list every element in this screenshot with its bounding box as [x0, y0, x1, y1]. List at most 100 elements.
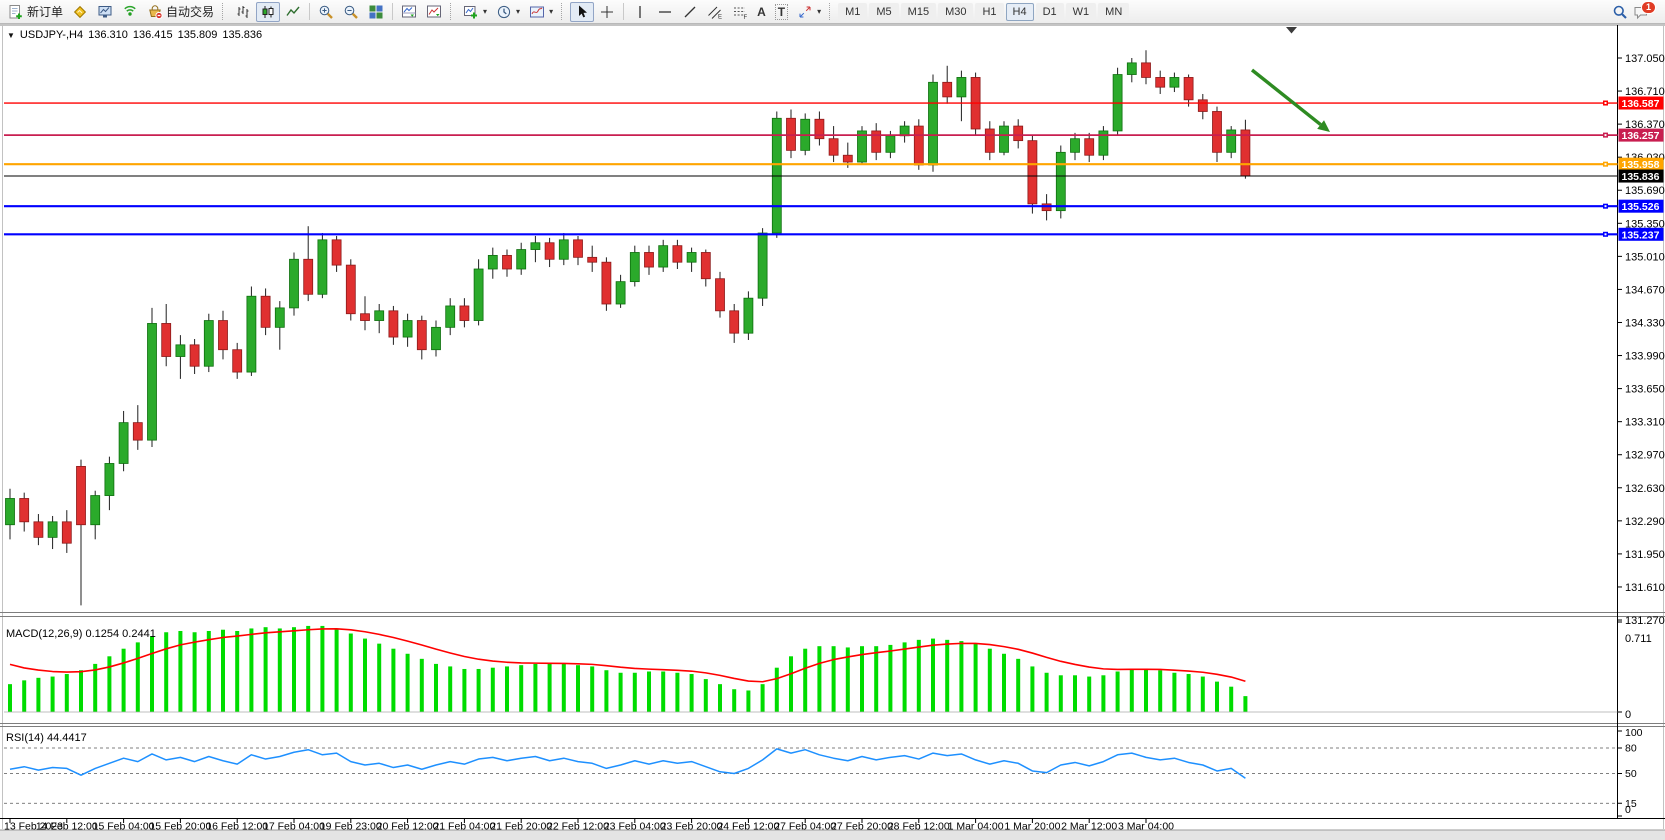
horizontal-line-tool-button[interactable]: [653, 2, 677, 22]
trendline-tool-button[interactable]: [678, 2, 702, 22]
svg-text:15 Feb 04:00: 15 Feb 04:00: [93, 821, 155, 833]
svg-text:15 Feb 20:00: 15 Feb 20:00: [149, 821, 211, 833]
terminal-button[interactable]: [93, 2, 117, 22]
svg-text:80: 80: [1625, 743, 1637, 755]
horizontal-line-135.958[interactable]: [4, 161, 1618, 167]
svg-text:136.710: 136.710: [1625, 86, 1665, 98]
svg-text:133.310: 133.310: [1625, 417, 1665, 429]
horizontal-line-icon: [657, 4, 673, 20]
trendline-icon: [682, 4, 698, 20]
svg-text:135.350: 135.350: [1625, 218, 1665, 230]
open-value: 136.310: [88, 29, 128, 41]
timeframe-H1-button[interactable]: H1: [975, 2, 1004, 21]
timeframe-group: M1 M5 M15 M30 H1 H4 D1 W1 MN: [838, 2, 1130, 21]
svg-text:132.630: 132.630: [1625, 483, 1665, 495]
main-toolbar: 新订单 自动交易: [0, 0, 1665, 24]
toolbar-grip: [222, 3, 227, 20]
svg-text:16 Feb 12:00: 16 Feb 12:00: [206, 821, 268, 833]
timeframe-M1-button[interactable]: M1: [838, 2, 868, 21]
toolbar-grip: [829, 3, 834, 20]
notification-badge: 1: [1640, 0, 1656, 14]
fibonacci-tool-button[interactable]: F: [728, 2, 752, 22]
search-button[interactable]: [1608, 2, 1632, 22]
low-value: 135.809: [177, 29, 218, 41]
bar-chart-icon: [235, 4, 251, 20]
collapse-ohlc-arrow-icon[interactable]: ▼: [7, 30, 15, 40]
svg-text:133.990: 133.990: [1625, 351, 1665, 363]
toolbar-grip: [561, 3, 566, 20]
svg-text:0: 0: [1625, 804, 1631, 816]
crosshair-tool-button[interactable]: [595, 2, 619, 22]
horizontal-line-136.257[interactable]: [4, 132, 1618, 138]
svg-text:22 Feb 12:00: 22 Feb 12:00: [547, 821, 609, 833]
horizontal-line-135.526[interactable]: [4, 203, 1618, 209]
candlestick-chart-button[interactable]: [256, 1, 281, 22]
timeframe-H4-button[interactable]: H4: [1005, 2, 1034, 21]
horizontal-line-136.587[interactable]: [4, 100, 1618, 106]
chart-canvas[interactable]: 137.050136.710136.370136.030135.690135.3…: [0, 24, 1665, 840]
zoom-in-icon: [318, 4, 334, 20]
market-watch-button[interactable]: [68, 2, 92, 22]
vertical-line-tool-button[interactable]: [628, 2, 652, 22]
new-order-button[interactable]: 新订单: [4, 2, 67, 22]
line-chart-button[interactable]: [281, 2, 305, 22]
zoom-out-icon: [343, 4, 359, 20]
svg-text:135.958: 135.958: [1622, 159, 1660, 171]
zoom-in-button[interactable]: [314, 2, 338, 22]
channel-icon: E: [707, 4, 723, 20]
trend-arrow-annotation[interactable]: [1250, 68, 1330, 132]
svg-text:133.650: 133.650: [1625, 384, 1665, 396]
svg-text:F: F: [744, 15, 748, 20]
close-value: 135.836: [222, 29, 263, 41]
tile-windows-button[interactable]: [364, 2, 388, 22]
channel-tool-button[interactable]: E: [703, 2, 727, 22]
svg-text:23 Feb 04:00: 23 Feb 04:00: [604, 821, 666, 833]
timeframe-M30-button[interactable]: M30: [938, 2, 974, 21]
chat-button[interactable]: 1: [1633, 0, 1656, 20]
new-chart-button[interactable]: ▾: [459, 2, 491, 22]
arrows-tool-button[interactable]: ▾: [793, 2, 825, 22]
text-tool-button[interactable]: A: [753, 2, 770, 22]
timeframe-D1-button[interactable]: D1: [1035, 2, 1064, 21]
rsi-indicator-label: RSI(14) 44.4417: [6, 732, 87, 744]
macd-indicator-label: MACD(12,26,9) 0.1254 0.2441: [6, 628, 156, 640]
chart-shift-marker-icon[interactable]: [1286, 27, 1297, 34]
tile-windows-icon: [368, 4, 384, 20]
timeframe-MN-button[interactable]: MN: [1098, 2, 1130, 21]
indicator-list-button[interactable]: [422, 2, 446, 22]
timeframe-M5-button[interactable]: M5: [869, 2, 899, 21]
svg-text:27 Feb 20:00: 27 Feb 20:00: [831, 821, 893, 833]
template-button[interactable]: ▾: [525, 2, 557, 22]
text-icon: A: [757, 4, 766, 19]
chevron-down-icon: ▾: [549, 6, 554, 16]
svg-text:28 Feb 12:00: 28 Feb 12:00: [888, 821, 950, 833]
svg-text:136.370: 136.370: [1625, 119, 1665, 131]
search-icon: [1612, 4, 1628, 20]
zoom-out-button[interactable]: [339, 2, 363, 22]
line-chart-icon: [285, 4, 301, 20]
bar-chart-button[interactable]: [231, 2, 255, 22]
toolbar-separator: [309, 3, 311, 20]
label-tool-button[interactable]: T: [771, 2, 792, 22]
template-icon: [529, 4, 545, 20]
auto-trading-label: 自动交易: [166, 5, 215, 19]
timeframe-W1-button[interactable]: W1: [1065, 2, 1097, 21]
auto-trading-button[interactable]: 自动交易: [143, 2, 218, 22]
toolbar-separator: [392, 3, 394, 20]
toolbar-grip: [450, 3, 455, 20]
svg-text:50: 50: [1625, 768, 1637, 780]
timeframe-M15-button[interactable]: M15: [900, 2, 937, 21]
svg-text:131.950: 131.950: [1625, 549, 1665, 561]
svg-text:3 Mar 04:00: 3 Mar 04:00: [1118, 821, 1174, 833]
indicator-list-icon: [426, 4, 442, 20]
period-button[interactable]: ▾: [492, 2, 524, 22]
indicator-window-button[interactable]: [397, 2, 421, 22]
high-value: 136.415: [132, 29, 173, 41]
svg-text:136.587: 136.587: [1622, 98, 1660, 110]
horizontal-line-135.237[interactable]: [4, 231, 1618, 237]
macd-axis: 0.711 0: [1617, 621, 1652, 721]
signal-button[interactable]: [118, 2, 142, 22]
svg-text:131.610: 131.610: [1625, 582, 1665, 594]
cursor-tool-button[interactable]: [570, 1, 595, 22]
